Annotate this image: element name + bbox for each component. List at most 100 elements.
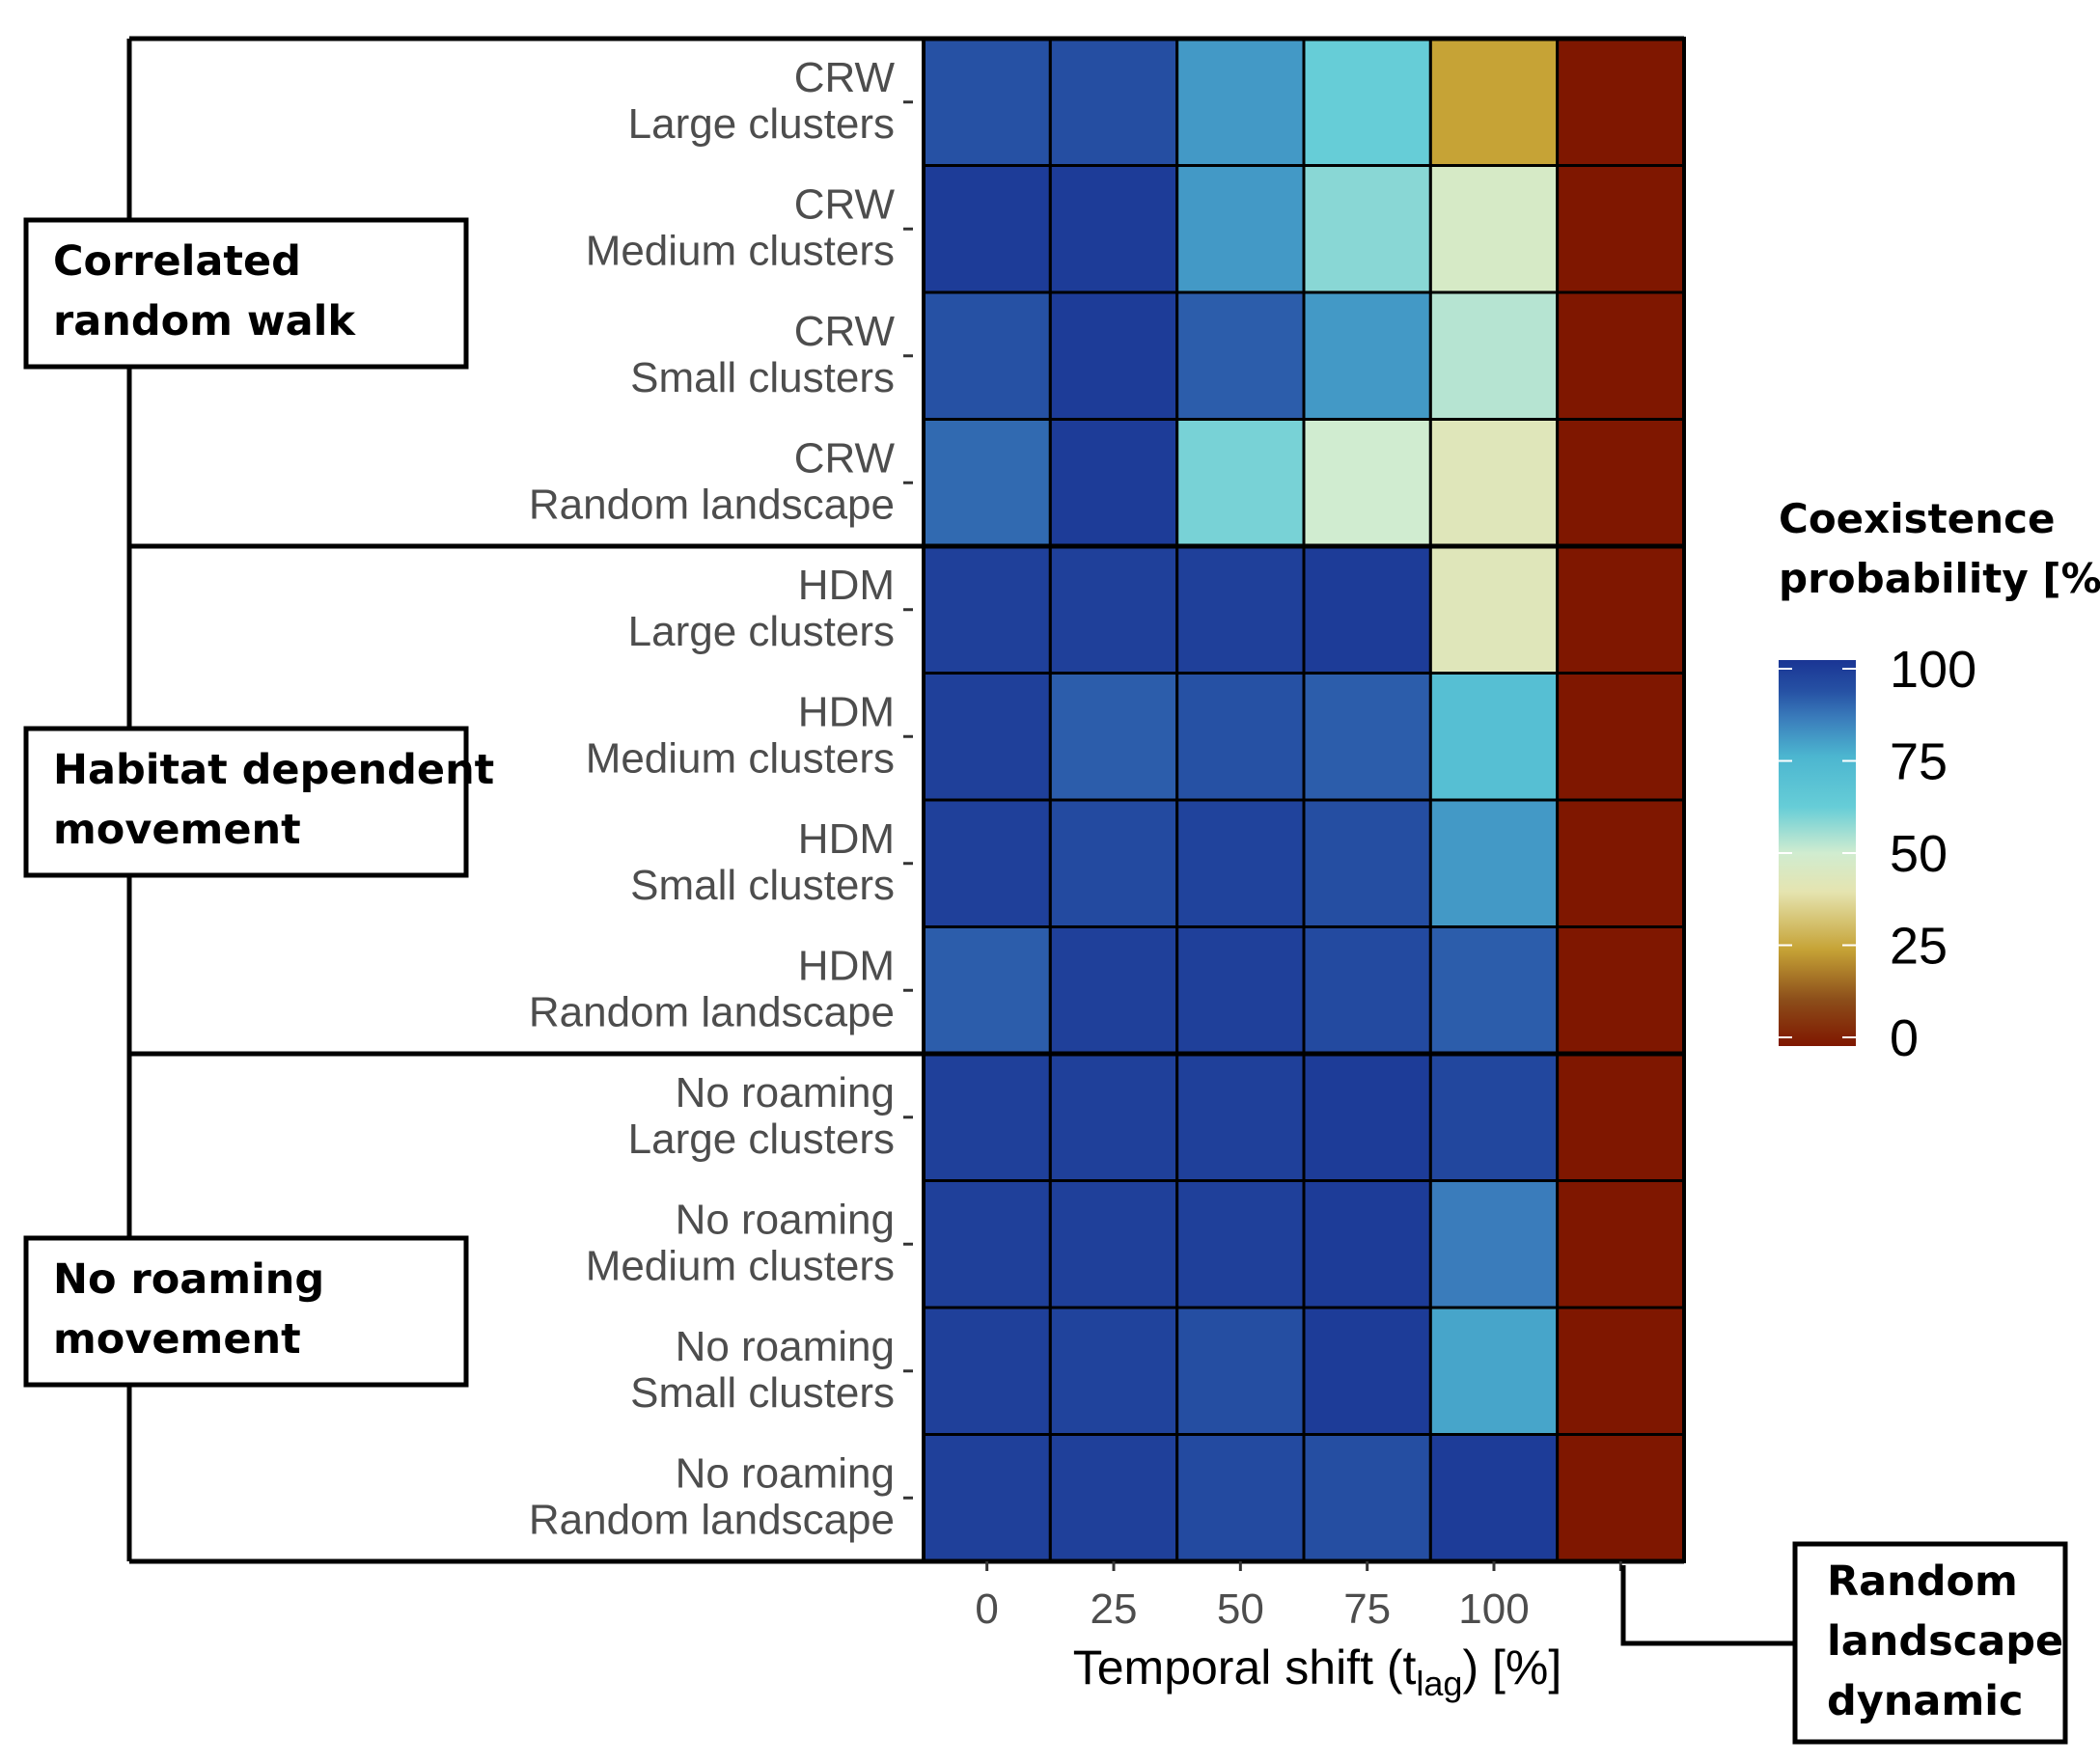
heatmap-cell — [1048, 1433, 1179, 1563]
group-label-box: Correlated random walk — [23, 217, 469, 370]
heatmap-cell — [1048, 1179, 1179, 1309]
heatmap-cell — [1302, 925, 1432, 1056]
heatmap-cell — [1175, 798, 1306, 928]
heatmap-cell — [1428, 1052, 1560, 1182]
group-label-line2: random walk — [53, 297, 356, 345]
heatmap-cell — [1556, 418, 1686, 548]
legend-tick-label: 75 — [1890, 733, 1948, 791]
heatmap-cell — [1302, 672, 1432, 802]
row-label-line1: CRW — [794, 54, 896, 101]
group-label-line2: movement — [53, 806, 301, 854]
callout-label-line1: Random — [1827, 1557, 2018, 1606]
heatmap-cell — [1302, 418, 1432, 548]
callout-connector — [1620, 1565, 1797, 1646]
heatmap-cell — [1175, 1052, 1306, 1182]
heatmap-cell — [1175, 164, 1306, 294]
heatmap-cell — [1175, 37, 1306, 167]
row-label-line1: No roaming — [676, 1323, 895, 1370]
callout-box — [1792, 1541, 2068, 1745]
heatmap-cell — [1556, 1179, 1686, 1309]
row-label-line1: HDM — [798, 562, 895, 609]
row-label-line1: HDM — [798, 815, 895, 863]
group-box-frame — [23, 726, 469, 878]
heatmap-cell — [1175, 418, 1306, 548]
x-tick-label: 25 — [1091, 1585, 1138, 1633]
heatmap-cell — [1175, 544, 1306, 675]
row-label-line2: Large clusters — [628, 100, 895, 148]
row-label-line2: Large clusters — [628, 608, 895, 655]
heatmap-cell — [922, 1306, 1052, 1436]
row-label-line2: Small clusters — [630, 1369, 895, 1417]
heatmap-cell — [922, 164, 1052, 294]
heatmap-cell — [1175, 1306, 1306, 1436]
colorbar-legend: Coexistence probability [%] 100 75 50 25 0 — [1779, 495, 2100, 1067]
group-boxes: Correlated random walk Habitat dependent mo… — [23, 217, 494, 1388]
x-tick-label: 100 — [1458, 1585, 1529, 1633]
legend-tick-label: 0 — [1890, 1009, 1919, 1067]
heatmap-cell — [1556, 290, 1686, 421]
heatmap-cell — [1302, 798, 1432, 928]
heatmap-cell — [1428, 164, 1560, 294]
heatmap-cell — [1556, 672, 1686, 802]
heatmap-cell — [922, 1052, 1052, 1182]
heatmap-cell — [1556, 37, 1686, 167]
heatmap-cell — [1556, 1052, 1686, 1182]
row-label-line1: HDM — [798, 688, 895, 735]
heatmap-cell — [1048, 672, 1179, 802]
row-label-line1: No roaming — [676, 1069, 895, 1116]
heatmap-cell — [1428, 37, 1560, 167]
row-label-line1: CRW — [794, 180, 896, 228]
row-label-line2: Medium clusters — [586, 227, 895, 274]
legend-title-line1: Coexistence — [1779, 495, 2056, 542]
heatmap-cell — [1302, 1052, 1432, 1182]
heatmap-cell — [1302, 1306, 1432, 1436]
group-box-frame — [23, 217, 469, 370]
heatmap-cell — [1428, 1306, 1560, 1436]
group-label-box: No roaming movement — [23, 1235, 469, 1388]
heatmap-cell — [1428, 1179, 1560, 1309]
row-label-line2: Medium clusters — [586, 1242, 895, 1289]
x-axis-label: Temporal shift (tlag) [%] — [1073, 1640, 1562, 1703]
heatmap-cell — [1428, 672, 1560, 802]
heatmap-cell — [922, 418, 1052, 548]
row-label-line1: CRW — [794, 434, 896, 482]
heatmap-cell — [1428, 290, 1560, 421]
heatmap-cell — [922, 1179, 1052, 1309]
heatmap-cell — [1302, 37, 1432, 167]
heatmap-cell — [1556, 1306, 1686, 1436]
heatmap-cell — [922, 37, 1052, 167]
row-label-line2: Random landscape — [529, 1496, 895, 1543]
row-label-line2: Medium clusters — [586, 734, 895, 782]
group-label-line1: No roaming — [53, 1255, 324, 1304]
heatmap-cell — [922, 1433, 1052, 1563]
heatmap-cell — [1428, 798, 1560, 928]
group-label-line2: movement — [53, 1315, 301, 1364]
x-tick-label: 0 — [975, 1585, 998, 1633]
heatmap-cell — [1556, 164, 1686, 294]
callout-label-line3: dynamic — [1827, 1677, 2023, 1725]
callout-label-line2: landscape — [1827, 1617, 2063, 1666]
heatmap-cell — [1302, 544, 1432, 675]
legend-title-line2: probability [%] — [1779, 555, 2100, 602]
row-label-line1: HDM — [798, 942, 895, 989]
group-label-box: Habitat dependent movement — [23, 726, 494, 878]
legend-tick-label: 50 — [1890, 825, 1948, 883]
heatmap-cell — [1048, 164, 1179, 294]
legend-tick-label: 100 — [1890, 641, 1976, 699]
group-label-line1: Habitat dependent — [53, 746, 494, 794]
heatmap-cell — [922, 290, 1052, 421]
heatmap-cell — [922, 925, 1052, 1056]
row-label-line1: No roaming — [676, 1449, 895, 1497]
heatmap-cell — [1556, 544, 1686, 675]
x-ticks: 0 25 50 75 100 — [975, 1561, 1622, 1633]
heatmap-cell — [1175, 290, 1306, 421]
legend-tick-label: 25 — [1890, 918, 1948, 976]
heatmap-cell — [922, 672, 1052, 802]
row-label-line2: Small clusters — [630, 862, 895, 909]
